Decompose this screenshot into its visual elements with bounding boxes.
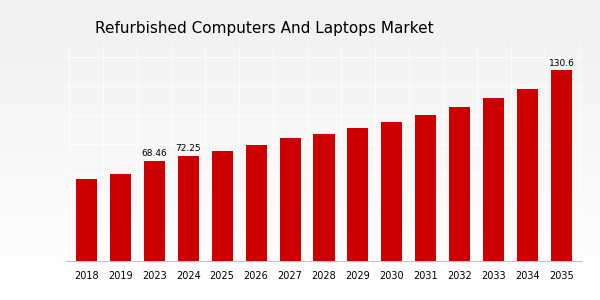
Bar (76, 179, 97, 261)
Bar (449, 107, 470, 261)
Text: 130.6: 130.6 (548, 59, 575, 68)
Bar (382, 122, 403, 261)
Text: 72.25: 72.25 (175, 144, 201, 153)
Bar (280, 138, 301, 261)
Bar (144, 161, 165, 261)
Text: Refurbished Computers And Laptops Market: Refurbished Computers And Laptops Market (95, 21, 433, 36)
Bar (551, 70, 572, 261)
Bar (212, 151, 233, 261)
Bar (178, 156, 199, 261)
Bar (110, 174, 131, 261)
Bar (313, 134, 335, 261)
Bar (517, 89, 538, 261)
Bar (415, 115, 436, 261)
Bar (245, 145, 266, 261)
Text: 68.46: 68.46 (142, 149, 167, 158)
Bar (483, 98, 504, 261)
Bar (347, 128, 368, 261)
